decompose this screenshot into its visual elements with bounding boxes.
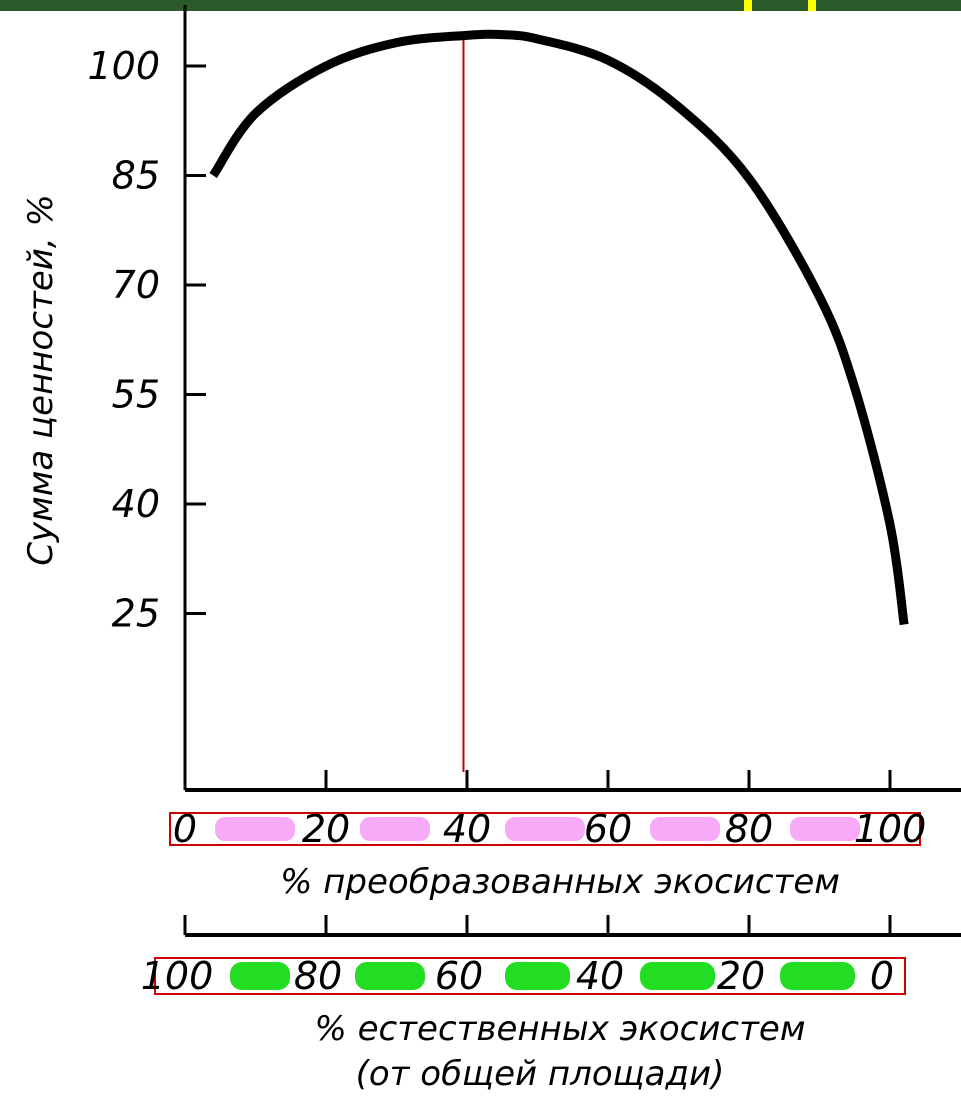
band-blob [650, 817, 720, 841]
x2-tick-label: 20 [717, 954, 765, 998]
x-tick-label: 0 [173, 807, 197, 851]
y-tick-label: 25 [112, 592, 160, 636]
x-axis-title: % преобразованных экосистем [280, 862, 840, 902]
x-tick-label: 20 [302, 807, 350, 851]
band-blob [640, 962, 715, 990]
band-blob [215, 817, 295, 841]
band-bottom [230, 962, 855, 990]
band-blob [505, 817, 585, 841]
y-tick-label: 40 [112, 482, 160, 526]
y-tick-label: 100 [87, 44, 160, 88]
x-ticks: 0 20 40 60 80 100 [173, 770, 926, 851]
x2-tick-label: 40 [576, 954, 624, 998]
y-ticks: 100 85 70 55 40 25 [87, 44, 206, 636]
x-ticks-secondary: 100 80 60 40 20 0 [141, 915, 894, 998]
x-tick-label: 80 [725, 807, 773, 851]
axes [183, 5, 961, 937]
series-line [209, 29, 909, 626]
band-top [215, 817, 860, 841]
y-axis-title: Сумма ценностей, % [21, 194, 61, 566]
x2-tick-label: 100 [141, 954, 214, 998]
x2-tick-label: 60 [435, 954, 483, 998]
header-bar [0, 0, 961, 11]
band-blob [780, 962, 855, 990]
y-tick-label: 70 [112, 263, 160, 307]
x-tick-label: 60 [584, 807, 632, 851]
x2-tick-label: 80 [294, 954, 342, 998]
band-blob [360, 817, 430, 841]
header-accent [744, 0, 816, 11]
band-blob [230, 962, 290, 990]
band-blob [355, 962, 425, 990]
y-tick-label: 55 [112, 373, 160, 417]
tick-label-box-bottom [154, 957, 906, 995]
x-axis2-subtitle: (от общей площади) [356, 1054, 725, 1094]
tick-label-box-top [169, 812, 921, 846]
x2-tick-label: 0 [870, 954, 894, 998]
band-blob [790, 817, 860, 841]
x-tick-label: 40 [443, 807, 491, 851]
band-blob [505, 962, 570, 990]
y-tick-label: 85 [112, 154, 160, 198]
x-axis2-title: % естественных экосистем [315, 1009, 806, 1049]
x-tick-label: 100 [854, 807, 927, 851]
